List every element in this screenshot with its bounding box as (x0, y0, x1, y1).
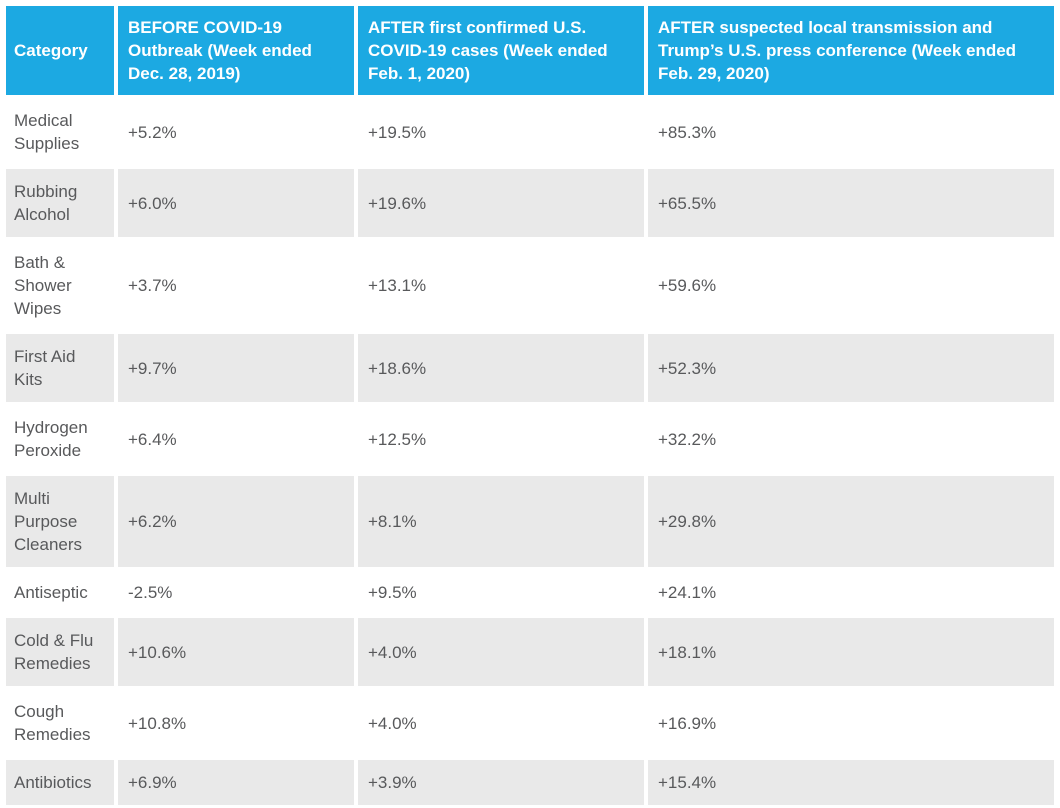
table-row: Cough Remedies +10.8% +4.0% +16.9% (6, 689, 1054, 757)
column-header-after-local-transmission: AFTER suspected local transmission and T… (648, 6, 1054, 95)
category-cell: Rubbing Alcohol (6, 169, 114, 237)
after-local-transmission-cell: +16.9% (648, 689, 1054, 757)
covid-sales-change-table: Category BEFORE COVID-19 Outbreak (Week … (2, 3, 1058, 808)
after-local-transmission-cell: +29.8% (648, 476, 1054, 567)
table-row: Cold & Flu Remedies +10.6% +4.0% +18.1% (6, 618, 1054, 686)
before-outbreak-cell: +6.2% (118, 476, 354, 567)
header-row: Category BEFORE COVID-19 Outbreak (Week … (6, 6, 1054, 95)
before-outbreak-cell: +6.0% (118, 169, 354, 237)
table-row: Multi Purpose Cleaners +6.2% +8.1% +29.8… (6, 476, 1054, 567)
after-first-cases-cell: +19.5% (358, 98, 644, 166)
category-cell: Hydrogen Peroxide (6, 405, 114, 473)
category-cell: Multi Purpose Cleaners (6, 476, 114, 567)
after-local-transmission-cell: +52.3% (648, 334, 1054, 402)
before-outbreak-cell: +6.9% (118, 760, 354, 805)
after-first-cases-cell: +9.5% (358, 570, 644, 615)
after-local-transmission-cell: +32.2% (648, 405, 1054, 473)
after-first-cases-cell: +19.6% (358, 169, 644, 237)
after-local-transmission-cell: +18.1% (648, 618, 1054, 686)
column-header-after-first-cases: AFTER first confirmed U.S. COVID-19 case… (358, 6, 644, 95)
before-outbreak-cell: -2.5% (118, 570, 354, 615)
before-outbreak-cell: +10.6% (118, 618, 354, 686)
category-cell: Antibiotics (6, 760, 114, 805)
table-row: Medical Supplies +5.2% +19.5% +85.3% (6, 98, 1054, 166)
before-outbreak-cell: +10.8% (118, 689, 354, 757)
after-first-cases-cell: +13.1% (358, 240, 644, 331)
after-first-cases-cell: +12.5% (358, 405, 644, 473)
category-cell: Cold & Flu Remedies (6, 618, 114, 686)
before-outbreak-cell: +9.7% (118, 334, 354, 402)
column-header-category: Category (6, 6, 114, 95)
before-outbreak-cell: +6.4% (118, 405, 354, 473)
after-first-cases-cell: +4.0% (358, 618, 644, 686)
table-row: Hydrogen Peroxide +6.4% +12.5% +32.2% (6, 405, 1054, 473)
after-first-cases-cell: +4.0% (358, 689, 644, 757)
table-row: Bath & Shower Wipes +3.7% +13.1% +59.6% (6, 240, 1054, 331)
table-body: Medical Supplies +5.2% +19.5% +85.3% Rub… (6, 98, 1054, 805)
before-outbreak-cell: +3.7% (118, 240, 354, 331)
after-first-cases-cell: +8.1% (358, 476, 644, 567)
after-local-transmission-cell: +24.1% (648, 570, 1054, 615)
after-local-transmission-cell: +85.3% (648, 98, 1054, 166)
column-header-before-outbreak: BEFORE COVID-19 Outbreak (Week ended Dec… (118, 6, 354, 95)
before-outbreak-cell: +5.2% (118, 98, 354, 166)
category-cell: Bath & Shower Wipes (6, 240, 114, 331)
after-local-transmission-cell: +65.5% (648, 169, 1054, 237)
table-header: Category BEFORE COVID-19 Outbreak (Week … (6, 6, 1054, 95)
category-cell: Medical Supplies (6, 98, 114, 166)
category-cell: First Aid Kits (6, 334, 114, 402)
category-cell: Antiseptic (6, 570, 114, 615)
table-row: Antiseptic -2.5% +9.5% +24.1% (6, 570, 1054, 615)
after-first-cases-cell: +18.6% (358, 334, 644, 402)
table-row: Rubbing Alcohol +6.0% +19.6% +65.5% (6, 169, 1054, 237)
category-cell: Cough Remedies (6, 689, 114, 757)
after-local-transmission-cell: +15.4% (648, 760, 1054, 805)
after-first-cases-cell: +3.9% (358, 760, 644, 805)
after-local-transmission-cell: +59.6% (648, 240, 1054, 331)
table-row: Antibiotics +6.9% +3.9% +15.4% (6, 760, 1054, 805)
table-row: First Aid Kits +9.7% +18.6% +52.3% (6, 334, 1054, 402)
